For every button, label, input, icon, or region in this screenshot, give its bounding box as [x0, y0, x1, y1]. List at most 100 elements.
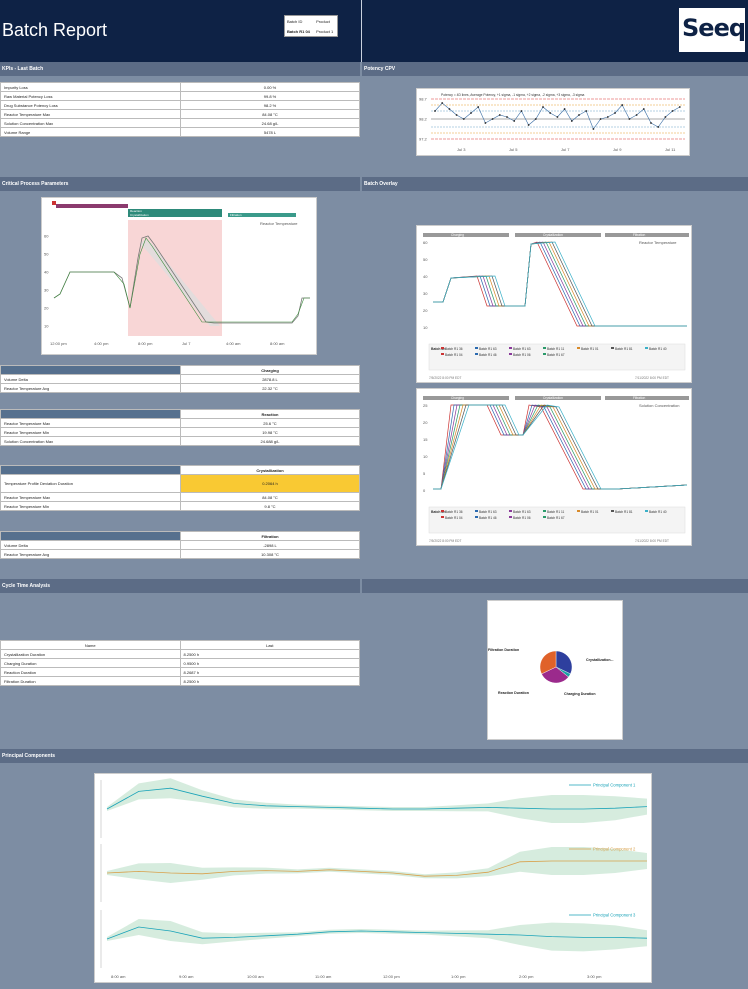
overlay-y-tick: 10: [423, 325, 428, 330]
header-divider: [361, 0, 362, 62]
overlay-y-tick: 10: [423, 454, 428, 459]
cycle-row-value: 8.2687 h: [179, 667, 361, 677]
section-overlay: Batch Overlay: [362, 177, 748, 191]
batch-id-value: Batch R1 04: [287, 28, 310, 34]
overlay-y-tick: 0: [423, 488, 426, 493]
pca-legend-label: Principal Component 3: [593, 913, 636, 918]
phase-row-name: Reactor Temperature Max: [0, 418, 181, 428]
overlay-legend-item: Batch R1 63: [513, 347, 531, 351]
phase-bar-filtration: [228, 213, 296, 217]
overlay-legend-swatch: [611, 510, 614, 512]
overlay-legend-item: Batch R1 46: [479, 353, 497, 357]
overlay-legend-swatch: [441, 353, 444, 355]
overlay-y-tick: 20: [423, 420, 428, 425]
kpi-value: 0.00 %: [180, 82, 360, 92]
potency-point: [592, 128, 595, 130]
phase-row-value: 19.98 °C: [180, 427, 360, 437]
overlay-legend-item: Batch R1 40: [649, 510, 667, 514]
potency-point: [614, 112, 616, 114]
pie-label: Crystallization...: [586, 658, 614, 662]
overlay-legend-item: Batch R1 63: [479, 510, 497, 514]
pca-series-line: [106, 926, 648, 940]
cycle-row-name: Filtration Duration: [0, 676, 181, 686]
pca-x-tick: 8:00 am: [111, 974, 126, 979]
pie-label: Charging Duration: [564, 692, 596, 696]
overlay-legend-item: Batch R1 04: [445, 353, 463, 357]
potency-point: [477, 106, 480, 108]
phase-label: Crystallization: [130, 213, 149, 217]
section-cycle: Cycle Time Analysis: [0, 579, 360, 593]
phase-row: Volume Delta 2878.8 L: [0, 374, 360, 384]
kpi-table: Impurity Loss 0.00 % Raw Material Potency …: [0, 82, 360, 137]
cpp-x-tick: 4:00 am: [226, 341, 241, 346]
overlay-chart-concentration: Charging Crystallization Filtration Solutio…: [416, 388, 692, 546]
report-header: [0, 0, 748, 62]
kpi-row: Drug Substance Potency Loss 98.2 %: [0, 100, 360, 110]
potency-point: [498, 114, 501, 116]
kpi-name: Drug Substance Potency Loss: [0, 100, 181, 110]
overlay-y-tick: 15: [423, 437, 428, 442]
overlay-legend-swatch: [543, 353, 546, 355]
pca-x-tick: 12:00 pm: [383, 974, 400, 979]
overlay-y-tick: 40: [423, 274, 428, 279]
phase-header-blank: [0, 409, 181, 419]
product-label: Product: [316, 18, 330, 24]
cpp-y-tick: 10: [44, 324, 49, 329]
overlay-series-line: [433, 404, 688, 490]
overlay-chart-temperature-svg: Charging Crystallization Filtration Reactor…: [423, 233, 689, 380]
overlay-y-tick: 25: [423, 403, 428, 408]
overlay-series-line: [433, 404, 688, 490]
potency-point: [570, 120, 573, 122]
potency-chart: Potency = 4D lines, Average Potency, +1 …: [416, 88, 690, 156]
cpp-x-tick: 4:00 pm: [94, 341, 109, 346]
cycle-row-name: Charging Duration: [0, 658, 181, 668]
phase-table-reaction: Reaction Reactor Temperature Max 25.6 °C Re…: [0, 409, 360, 446]
kpi-value: 84.08 °C: [180, 109, 360, 119]
phase-row: Volume Delta -2898 L: [0, 540, 360, 550]
overlay-phase-bar: [423, 396, 509, 400]
overlay-legend-item: Batch R1 81: [615, 347, 633, 351]
overlay-legend-item: Batch R1 36: [445, 347, 463, 351]
phase-row: Reactor Temperature Min 9.8 °C: [0, 501, 360, 511]
pca-chart: Principal Component 1 Principal Component…: [94, 773, 652, 983]
potency-point: [542, 106, 544, 108]
overlay-legend-item: Batch R1 63: [513, 510, 531, 514]
phase-row: Temperature Profile Deviation Duration 0.…: [0, 474, 360, 493]
cpp-line-b: [53, 237, 310, 323]
overlay-legend-swatch: [509, 347, 512, 349]
pca-x-tick: 9:00 am: [179, 974, 194, 979]
phase-label: Charging: [58, 200, 71, 204]
cycle-row: Charging Duration 0.9500 h: [0, 658, 361, 668]
kpi-value: 24.68 g/L: [180, 118, 360, 128]
phase-table-crystallization: Crystallization Temperature Profile Devia…: [0, 465, 360, 511]
potency-point: [462, 118, 465, 120]
overlay-phase-label: Charging: [451, 396, 464, 400]
potency-x-tick: Jul 11: [665, 147, 676, 152]
overlay-legend-item: Batch R1 36: [445, 510, 463, 514]
product-value: Product 1: [316, 28, 334, 34]
phase-bar-reaction: [128, 209, 222, 213]
overlay-phase-label: Filtration: [633, 396, 645, 400]
cycle-row-name: Crystallization Duration: [0, 649, 181, 659]
cpp-x-tick: Jul 7: [182, 341, 191, 346]
overlay-legend-swatch: [577, 347, 580, 349]
phase-row-value: 2878.8 L: [180, 374, 360, 384]
cycle-header: Last: [179, 640, 361, 650]
overlay-legend-swatch: [509, 353, 512, 355]
kpi-value: 5478 L: [180, 127, 360, 137]
overlay-legend-item: Batch R1 40: [649, 347, 667, 351]
potency-point: [585, 110, 588, 112]
potency-point: [606, 116, 609, 118]
potency-y-tick: 98.2: [419, 117, 428, 122]
overlay-legend-swatch: [543, 510, 546, 512]
potency-point: [578, 114, 580, 116]
pca-x-tick: 3:00 pm: [587, 974, 602, 979]
potency-x-tick: Jul 3: [457, 147, 466, 152]
overlay-footer-left: 7/5/2022 8:00 PM EDT: [429, 539, 461, 543]
cpp-chart: Charging Reaction Crystallization Filtratio…: [41, 197, 317, 355]
potency-point: [527, 124, 530, 126]
kpi-row: Volume Range 5478 L: [0, 127, 360, 137]
overlay-series-line: [433, 404, 688, 490]
potency-series-line: [434, 102, 680, 130]
phase-table-filtration: Filtration Volume Delta -2898 L Reactor Tem…: [0, 531, 360, 559]
